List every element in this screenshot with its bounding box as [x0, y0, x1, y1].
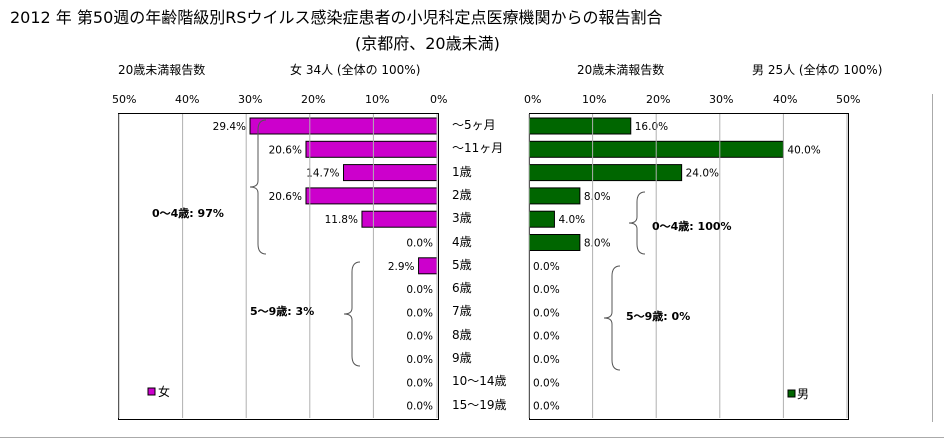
right-data-label: 0.0% — [533, 401, 560, 413]
right-data-label: 0.0% — [533, 331, 560, 343]
right-header-count: 20歳未満報告数 — [577, 63, 665, 77]
right-tick-label: 10% — [582, 93, 607, 106]
chart-subtitle: (京都府、20歳未満) — [355, 34, 500, 53]
left-data-label: 0.0% — [406, 377, 433, 389]
right-bar — [528, 234, 581, 251]
right-data-label: 8.0% — [584, 191, 611, 203]
decorations — [118, 114, 848, 418]
category-label: 4歳 — [452, 234, 472, 249]
right-header-summary: 男 25人 (全体の 100%) — [752, 63, 883, 77]
right-data-label: 0.0% — [533, 377, 560, 389]
left-data-label: 0.0% — [406, 354, 433, 366]
right-group1-label: 0〜4歳: 100% — [652, 219, 732, 233]
left-data-label: 0.0% — [406, 238, 433, 250]
category-label: 15〜19歳 — [452, 397, 507, 412]
frame-right-border — [932, 94, 933, 422]
left-legend-swatch — [147, 387, 156, 396]
right-brace-group2 — [603, 265, 621, 371]
category-label: 〜11ヶ月 — [452, 141, 504, 156]
right-group2-label: 5〜9歳: 0% — [626, 309, 690, 323]
left-header-summary: 女 34人 (全体の 100%) — [290, 63, 421, 77]
category-label: 〜5ヶ月 — [452, 118, 496, 132]
left-brace-group2 — [343, 261, 361, 367]
category-label: 1歳 — [452, 164, 472, 179]
right-data-label: 0.0% — [533, 307, 560, 319]
left-data-label: 29.4% — [213, 121, 246, 133]
right-legend-swatch — [787, 389, 796, 398]
left-group1-label: 0〜4歳: 97% — [152, 206, 224, 220]
left-header-count: 20歳未満報告数 — [118, 63, 206, 77]
chart-title: 2012 年 第50週の年齢階級別RSウイルス感染症患者の小児科定点医療機関から… — [10, 8, 663, 27]
left-data-label: 11.8% — [325, 214, 358, 226]
left-legend-label: 女 — [158, 384, 170, 399]
right-data-label: 0.0% — [533, 261, 560, 273]
left-data-label: 2.9% — [388, 261, 415, 273]
left-tick-label: 20% — [301, 93, 326, 106]
right-bars: 16.0% 40.0% 24.0% 8.0% 4.0% 8.0% 0.0% 0.0% 0.0% 0… — [528, 117, 821, 413]
right-data-label: 0.0% — [533, 284, 560, 296]
right-bar — [528, 164, 683, 182]
left-tick-label: 30% — [238, 93, 263, 106]
left-data-label: 0.0% — [406, 331, 433, 343]
right-data-label: 40.0% — [787, 144, 820, 156]
category-label: 5歳 — [452, 257, 472, 272]
category-label: 10〜14歳 — [452, 374, 507, 389]
category-label: 3歳 — [452, 211, 472, 226]
left-tick-label: 50% — [112, 93, 137, 106]
left-data-label: 20.6% — [269, 191, 302, 203]
left-data-label: 20.6% — [269, 144, 302, 156]
right-data-label: 16.0% — [635, 121, 668, 133]
left-data-label: 14.7% — [306, 168, 339, 180]
right-data-label: 24.0% — [686, 168, 719, 180]
category-label: 7歳 — [452, 304, 472, 319]
category-label: 6歳 — [452, 281, 472, 296]
right-tick-label: 40% — [773, 93, 798, 106]
right-brace-group1 — [628, 191, 646, 255]
left-data-label: 0.0% — [406, 284, 433, 296]
left-tick-label: 0% — [430, 93, 448, 106]
category-label: 8歳 — [452, 327, 472, 342]
left-tick-label: 10% — [365, 93, 390, 106]
left-bar — [305, 140, 438, 158]
right-legend-label: 男 — [797, 387, 809, 401]
category-label: 2歳 — [452, 187, 472, 202]
left-bar — [343, 164, 438, 182]
right-tick-label: 30% — [709, 93, 734, 106]
right-bar — [528, 210, 555, 228]
right-tick-label: 50% — [836, 93, 861, 106]
left-bar — [305, 187, 438, 205]
right-data-label: 4.0% — [558, 214, 585, 226]
right-tick-label: 20% — [646, 93, 671, 106]
left-group2-label: 5〜9歳: 3% — [250, 304, 314, 318]
left-brace-group1 — [249, 119, 267, 255]
left-bars: 29.4% 20.6% 14.7% 20.6% 11.8% 0.0% 2.9% 0.0% 0.0… — [213, 117, 438, 413]
category-label: 9歳 — [452, 351, 472, 365]
frame-bottom-border — [0, 437, 944, 438]
right-bar — [528, 187, 581, 205]
left-bar — [249, 117, 438, 135]
left-data-label: 0.0% — [406, 401, 433, 413]
right-tick-label: 0% — [524, 93, 542, 106]
left-bar — [418, 257, 438, 275]
right-bar — [528, 117, 632, 135]
left-tick-label: 40% — [175, 93, 200, 106]
right-data-label: 8.0% — [584, 238, 611, 250]
left-data-label: 0.0% — [406, 307, 433, 319]
right-data-label: 0.0% — [533, 354, 560, 366]
